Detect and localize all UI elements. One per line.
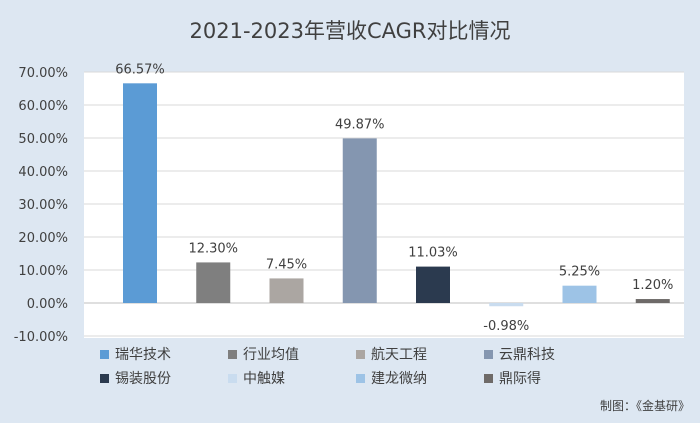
- legend-swatch: [100, 374, 109, 383]
- y-tick-label: 30.00%: [18, 198, 68, 213]
- legend-swatch: [228, 350, 237, 359]
- data-label: 7.45%: [266, 257, 307, 272]
- y-tick-label: 10.00%: [18, 264, 68, 279]
- legend-label: 瑞华技术: [115, 347, 171, 363]
- data-label: 5.25%: [559, 265, 600, 280]
- bar: [269, 278, 304, 303]
- legend-label: 中触媒: [243, 371, 285, 387]
- legend-label: 航天工程: [371, 347, 427, 363]
- legend-swatch: [484, 350, 493, 359]
- data-label: 11.03%: [408, 246, 458, 261]
- data-label: 1.20%: [632, 278, 673, 293]
- chart-title: 2021-2023年营收CAGR对比情况: [190, 19, 511, 43]
- y-tick-label: 70.00%: [18, 66, 68, 81]
- gridlines: [84, 71, 684, 337]
- bar: [123, 83, 157, 303]
- bar: [489, 303, 524, 307]
- data-label: 66.57%: [115, 62, 165, 77]
- y-axis-tick-labels: -10.00% 0.00% 10.00% 20.00% 30.00% 40.00% 50.0…: [14, 66, 68, 345]
- data-label: -0.98%: [483, 319, 529, 334]
- y-tick-label: 50.00%: [18, 132, 68, 147]
- y-tick-label: -10.00%: [14, 330, 68, 345]
- source-note: 制图：《金基研》: [600, 398, 690, 413]
- bar: [635, 299, 670, 303]
- legend-swatch: [356, 350, 365, 359]
- legend-swatch: [484, 374, 493, 383]
- legend-swatch: [228, 374, 237, 383]
- y-tick-label: 20.00%: [18, 231, 68, 246]
- bar: [562, 285, 597, 303]
- data-label: 12.30%: [188, 241, 238, 256]
- bars: [123, 83, 670, 307]
- y-tick-label: 0.00%: [27, 297, 68, 312]
- y-tick-label: 60.00%: [18, 99, 68, 114]
- legend-swatch: [356, 374, 365, 383]
- y-tick-label: 40.00%: [18, 165, 68, 180]
- data-labels: 66.57% 12.30% 7.45% 49.87% 11.03% -0.98% 5.25%…: [115, 62, 673, 334]
- legend-label: 云鼎科技: [499, 347, 555, 363]
- bar: [196, 262, 231, 303]
- data-label: 49.87%: [335, 117, 385, 132]
- legend-label: 行业均值: [243, 347, 299, 363]
- legend-swatch: [100, 350, 109, 359]
- bar: [416, 266, 450, 303]
- legend-label: 锡装股份: [115, 371, 171, 387]
- legend-label: 建龙微纳: [371, 371, 427, 387]
- legend-label: 鼎际得: [499, 370, 541, 387]
- bar: [342, 138, 377, 303]
